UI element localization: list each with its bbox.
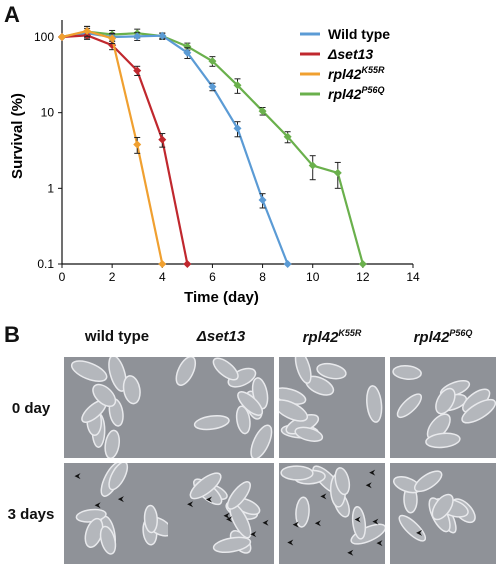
data-point [108, 34, 117, 43]
arrowhead-marker [314, 520, 321, 527]
arrowhead-marker [416, 529, 423, 536]
arrowhead-marker [354, 516, 361, 523]
data-point [258, 107, 267, 116]
series-line-1 [61, 34, 189, 265]
data-point [133, 66, 142, 75]
data-point [183, 48, 192, 57]
survival-chart: 0 2 4 6 8 10 12 14 100 10 1 0.1 Time (day) Survival (… [9, 20, 420, 306]
data-point [58, 33, 66, 41]
row-label-3-days: 3 days [7, 506, 55, 523]
data-point [133, 32, 142, 41]
arrowhead-marker [347, 549, 354, 556]
micrograph-3days-3 [390, 463, 496, 564]
data-point [233, 124, 242, 133]
y-tick-label: 10 [41, 106, 55, 120]
micrograph-0day-2 [279, 357, 385, 458]
panel-b-label: B [4, 322, 20, 347]
x-tick-label: 0 [59, 270, 66, 284]
arrowhead-marker [226, 516, 233, 523]
x-tick-label: 10 [306, 270, 320, 284]
legend-label: Δset13 [327, 46, 373, 62]
x-tick-label: 2 [109, 270, 116, 284]
data-point [158, 31, 167, 40]
y-tick-label: 0.1 [37, 257, 54, 271]
arrowhead-marker [320, 493, 327, 500]
data-point [158, 135, 167, 144]
micrograph-3days-0 [64, 463, 170, 564]
x-tick-label: 14 [406, 270, 420, 284]
legend-label: rpl42P56Q [328, 85, 384, 102]
data-point [208, 82, 217, 91]
arrowhead-marker [292, 521, 299, 528]
data-point [83, 27, 92, 36]
micrograph-0day-0 [64, 357, 170, 458]
column-header-3: rpl42P56Q [413, 328, 473, 346]
arrowhead-marker [223, 512, 230, 519]
micrograph-0day-1 [168, 357, 274, 458]
column-header-2: rpl42K55R [302, 328, 362, 346]
arrowhead-marker [287, 539, 294, 546]
data-point [283, 132, 292, 141]
data-point [233, 81, 242, 90]
arrowhead-marker [94, 502, 101, 509]
legend-label: rpl42K55R [328, 65, 385, 82]
data-point [333, 168, 342, 177]
y-tick-label: 100 [34, 30, 54, 44]
arrowhead-marker [369, 469, 376, 476]
data-point [208, 57, 217, 66]
arrowhead-marker [187, 501, 194, 508]
arrowhead-marker [262, 519, 269, 526]
data-point [183, 42, 192, 51]
data-point [308, 161, 317, 170]
series-line-0 [61, 32, 289, 265]
arrowhead-marker [74, 473, 81, 480]
data-point [283, 260, 292, 268]
arrowhead-marker [250, 531, 257, 538]
data-point [183, 260, 192, 268]
arrowhead-marker [206, 496, 212, 503]
column-header-1: Δset13 [196, 328, 246, 345]
data-point [358, 260, 367, 268]
arrowhead-marker [376, 540, 383, 547]
micrograph-0day-3 [390, 357, 496, 458]
micrograph-3days-1 [168, 463, 274, 564]
arrowhead-marker [365, 482, 372, 489]
legend-label: Wild type [328, 26, 390, 42]
panel-a-label: A [4, 2, 20, 27]
arrowhead-marker [117, 496, 124, 503]
micrograph-3days-2 [279, 463, 385, 564]
data-point [158, 260, 167, 268]
column-header-0: wild type [84, 328, 150, 345]
x-tick-label: 12 [356, 270, 370, 284]
series-line-2 [61, 29, 164, 265]
x-tick-label: 8 [259, 270, 266, 284]
data-point [258, 196, 267, 205]
y-tick-label: 1 [47, 181, 54, 195]
y-axis-label: Survival (%) [9, 93, 26, 179]
row-label-0-day: 0 day [11, 400, 51, 417]
x-tick-label: 6 [209, 270, 216, 284]
x-tick-label: 4 [159, 270, 166, 284]
data-point [133, 140, 142, 149]
x-axis-label: Time (day) [184, 289, 259, 306]
arrowhead-marker [372, 518, 379, 525]
